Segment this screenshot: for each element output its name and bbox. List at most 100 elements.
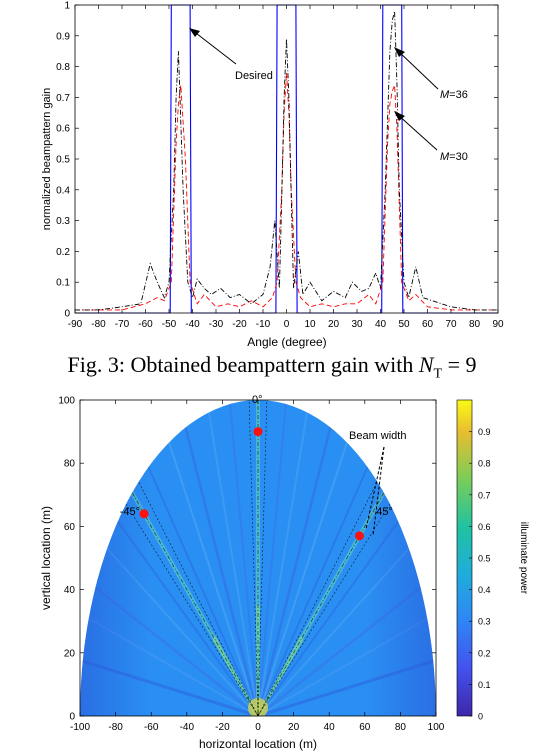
annotation-m36-arrowhead <box>394 47 405 57</box>
x-tick-label: -60 <box>138 319 153 330</box>
beam-guide-line <box>257 503 391 717</box>
colorbar-tick-label: 0.5 <box>478 554 491 564</box>
series-line-m30 <box>75 72 498 311</box>
x-tick-label: -80 <box>108 722 123 733</box>
colorbar-tick-label: 0.9 <box>478 427 491 437</box>
x-tick-label: 20 <box>328 319 340 330</box>
colorbar-ticks: 0 0.1 0.2 0.3 0.4 0.5 0.6 0.7 0.8 0.9 <box>469 427 491 722</box>
y-tick-label: 0 <box>64 309 70 320</box>
colorbar-tick-label: 0.3 <box>478 617 491 627</box>
x-tick-label: 80 <box>395 722 407 733</box>
y-tick-label: 0.1 <box>56 278 70 289</box>
y-tick-label: 20 <box>64 648 76 659</box>
y-tick-label: 0.9 <box>56 31 70 42</box>
x-tick-label: 100 <box>428 722 445 733</box>
x-tick-label: 60 <box>422 319 434 330</box>
colorbar-tick-label: 0.6 <box>478 522 491 532</box>
y-tick-label: 60 <box>64 522 76 533</box>
y-tick-label: 0.4 <box>56 185 70 196</box>
x-tick-label: -10 <box>256 319 271 330</box>
target-markers <box>139 427 364 541</box>
y-tick-label: 40 <box>64 585 76 596</box>
annotation-beam-width-arrow <box>365 446 385 530</box>
x-tick-label: 80 <box>469 319 481 330</box>
x-tick-label: -20 <box>232 319 247 330</box>
y-tick-label: 100 <box>58 396 75 407</box>
x-tick-label: 60 <box>359 722 371 733</box>
colorbar-label: illuminate power <box>518 522 529 595</box>
y-axis-label: vertical location (m) <box>39 506 53 610</box>
x-tick-label: -20 <box>215 722 230 733</box>
x-tick-label: -60 <box>144 722 159 733</box>
x-ticks: -90 -80 -70 -60 -50 -40 -30 -20 -10 0 10 20 30 40 50 60… <box>68 5 504 330</box>
x-tick-label: 20 <box>288 722 300 733</box>
x-tick-label: 40 <box>324 722 336 733</box>
beam-guides <box>125 400 391 717</box>
beam-guide-line <box>257 400 268 717</box>
annotation-m30: M=30 <box>394 111 468 163</box>
colorbar-tick-label: 0.8 <box>478 459 491 469</box>
y-tick-label: 0.5 <box>56 155 70 166</box>
x-tick-label: 90 <box>492 319 504 330</box>
x-ticks: -100 -80 -60 -40 -20 0 20 40 60 80 100 <box>70 400 445 733</box>
beam-label-minus45: -45° <box>120 506 140 518</box>
beam-guide-line <box>125 503 259 717</box>
caption-variable: N <box>418 352 434 377</box>
annotation-m36-arrow <box>396 49 439 90</box>
beampattern-lines <box>75 4 498 314</box>
x-tick-label: 40 <box>375 319 387 330</box>
x-tick-label: -40 <box>185 319 200 330</box>
y-ticks: 0 0.1 0.2 0.3 0.4 0.5 0.6 0.7 0.8 0.9 1 <box>56 1 498 320</box>
y-tick-label: 1 <box>64 1 70 12</box>
target-marker <box>354 531 364 541</box>
colorbar-tick-label: 0.1 <box>478 680 491 690</box>
y-ticks: 0 20 40 60 80 100 <box>58 396 436 723</box>
annotation-m36-label: M=36 <box>440 89 468 101</box>
y-tick-label: 0.2 <box>56 247 70 258</box>
plot-frame <box>74 4 499 314</box>
x-tick-label: 50 <box>398 319 410 330</box>
annotation-m30-label: M=30 <box>440 151 468 163</box>
colorbar-tick-label: 0 <box>478 712 483 722</box>
beam-guide-line <box>131 492 259 717</box>
series-line-m36 <box>75 11 498 311</box>
x-tick-label: 10 <box>304 319 316 330</box>
colorbar-tick-label: 0.7 <box>478 490 491 500</box>
x-tick-label: -30 <box>209 319 224 330</box>
colorbar-tick-label: 0.4 <box>478 585 491 595</box>
target-marker <box>139 509 149 519</box>
x-tick-label: -100 <box>70 722 90 733</box>
beampattern-chart: -90 -80 -70 -60 -50 -40 -30 -20 -10 0 10 20 30 40 50 60… <box>41 1 504 350</box>
annotation-desired-arrowhead <box>189 28 200 37</box>
y-tick-label: 0.7 <box>56 93 70 104</box>
y-tick-label: 0 <box>69 712 75 723</box>
figure-caption: Fig. 3: Obtained beampattern gain with N… <box>0 352 544 382</box>
annotation-desired: Desired <box>189 28 273 82</box>
x-tick-label: 70 <box>445 319 457 330</box>
x-tick-label: -80 <box>91 319 106 330</box>
x-tick-label: -70 <box>115 319 130 330</box>
annotation-m36: M=36 <box>394 47 468 101</box>
x-tick-label: -50 <box>162 319 177 330</box>
target-marker <box>253 427 263 437</box>
x-tick-label: 0 <box>255 722 261 733</box>
y-tick-label: 80 <box>64 459 76 470</box>
y-tick-label: 0.6 <box>56 124 70 135</box>
beam-label-45: 45° <box>376 506 393 518</box>
x-tick-label: -40 <box>180 722 195 733</box>
annotation-m30-arrowhead <box>394 111 405 121</box>
beam-guide-line <box>248 400 259 717</box>
beam-guide-line <box>257 492 385 717</box>
x-tick-label: 30 <box>351 319 363 330</box>
x-tick-label: 0 <box>284 319 290 330</box>
caption-suffix: = 9 <box>442 352 477 377</box>
y-tick-label: 0.8 <box>56 62 70 73</box>
x-axis-label: horizontal location (m) <box>199 737 317 751</box>
annotation-desired-label: Desired <box>235 70 273 82</box>
x-tick-label: -90 <box>68 319 83 330</box>
annotation-beam-width-label: Beam width <box>349 430 406 442</box>
annotation-m30-arrow <box>396 113 438 151</box>
illumination-heatmap: -100 -80 -60 -40 -20 0 20 40 60 80 100 0 20 40 60 80 10… <box>39 394 529 751</box>
annotation-beam-width: Beam width <box>349 430 406 537</box>
y-tick-label: 0.3 <box>56 216 70 227</box>
